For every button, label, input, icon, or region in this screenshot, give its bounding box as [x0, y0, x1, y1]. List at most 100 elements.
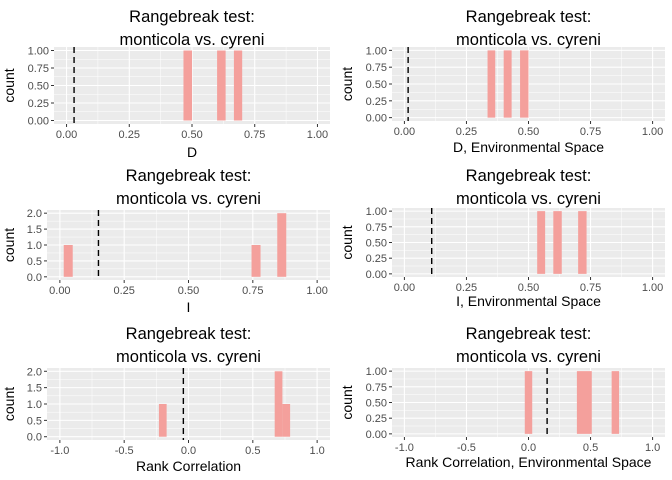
histogram-bar — [578, 211, 587, 274]
y-tick-label: 0.00 — [366, 429, 387, 441]
y-tick-label: 0.25 — [366, 413, 387, 425]
y-axis-label: count — [339, 67, 355, 101]
histogram-bar — [251, 245, 261, 277]
y-tick-label: 0.50 — [366, 398, 387, 410]
x-tick-label: 0.75 — [580, 126, 601, 138]
chart-panel-2: 0.00 0.25 0.50 0.75 1.00 0.00 0.25 0.50 0.75 1.00… — [339, 8, 665, 155]
x-tick-label: -0.5 — [457, 442, 476, 454]
x-tick-label: 0.50 — [518, 282, 539, 294]
y-tick-label: 0.25 — [366, 96, 387, 108]
histogram-bar — [158, 404, 167, 437]
x-tick-label: 1.0 — [645, 442, 660, 454]
chart-title-line-1: Rangebreak test: — [466, 325, 592, 343]
y-tick-label: 0.00 — [366, 113, 387, 125]
x-tick-label: 0.50 — [181, 129, 202, 141]
histogram-bar — [233, 50, 243, 121]
x-tick-label: 1.0 — [309, 445, 324, 457]
chart-panel-6: -1.0 -0.5 0.0 0.5 1.0 0.00 0.25 0.50 0.75 1.00 Ran… — [339, 325, 665, 470]
y-tick-label: 0.50 — [28, 81, 49, 93]
chart-panel-5: -1.0 -0.5 0.0 0.5 1.0 0.0 0.5 1.0 1.5 2.0 Rangebre… — [1, 325, 330, 474]
y-axis-label: count — [339, 385, 355, 419]
y-tick-label: 0.25 — [28, 98, 49, 110]
x-tick-label: 1.00 — [642, 282, 663, 294]
x-tick-label: 0.00 — [394, 282, 415, 294]
y-tick-label: 0.75 — [366, 222, 387, 234]
histogram-bar — [282, 404, 291, 437]
chart-title-line-1: Rangebreak test: — [466, 167, 592, 185]
y-axis-label: count — [1, 68, 17, 102]
y-tick-label: 1.5 — [27, 224, 42, 236]
y-tick-label: 0.50 — [366, 79, 387, 91]
y-tick-label: 0.5 — [27, 415, 42, 427]
chart-panel-4: 0.00 0.25 0.50 0.75 1.00 0.00 0.25 0.50 0.75 1.00… — [339, 167, 665, 309]
histogram-bar — [520, 50, 529, 118]
y-axis-label: count — [1, 387, 17, 421]
y-axis-label: count — [1, 228, 17, 262]
x-axis-label: D — [187, 144, 197, 160]
chart-title-line-2: monticola vs. cyreni — [456, 348, 601, 366]
x-tick-label: 0.75 — [580, 282, 601, 294]
x-tick-label: 1.00 — [306, 285, 327, 297]
x-tick-label: 1.00 — [307, 129, 328, 141]
x-tick-label: 0.25 — [456, 282, 477, 294]
y-tick-label: 0.00 — [366, 269, 387, 281]
y-tick-label: 0.00 — [28, 116, 49, 128]
x-axis-label: I — [187, 299, 191, 315]
x-tick-label: 0.25 — [119, 129, 140, 141]
histogram-bar — [277, 213, 287, 277]
y-tick-label: 1.0 — [27, 399, 42, 411]
x-tick-label: -1.0 — [395, 442, 414, 454]
x-tick-label: 0.00 — [56, 129, 77, 141]
chart-panel-3: 0.00 0.25 0.50 0.75 1.00 0.0 0.5 1.0 1.5 2.0 Range… — [1, 167, 330, 315]
histogram-bar — [487, 50, 496, 118]
x-tick-label: 0.00 — [394, 126, 415, 138]
x-tick-label: 0.0 — [521, 442, 536, 454]
y-tick-label: 0.75 — [366, 62, 387, 74]
x-axis-label: Rank Correlation — [136, 458, 241, 474]
y-tick-label: 0.5 — [27, 256, 42, 268]
y-tick-label: 0.75 — [28, 63, 49, 75]
chart-title-line-2: monticola vs. cyreni — [120, 31, 265, 49]
y-tick-label: 0.25 — [366, 253, 387, 265]
x-tick-label: 0.50 — [518, 126, 539, 138]
y-tick-label: 0.0 — [27, 272, 42, 284]
chart-title-line-1: Rangebreak test: — [126, 325, 252, 343]
x-tick-label: 0.0 — [181, 445, 196, 457]
x-axis-label: Rank Correlation, Environmental Space — [406, 454, 652, 470]
x-tick-label: -0.5 — [115, 445, 134, 457]
x-tick-label: 0.50 — [178, 285, 199, 297]
x-tick-label: 0.75 — [244, 129, 265, 141]
chart-panel-1: 0.00 0.25 0.50 0.75 1.00 0.00 0.25 0.50 0.75 1.00… — [1, 8, 330, 160]
y-tick-label: 1.00 — [366, 206, 387, 218]
chart-title-line-1: Rangebreak test: — [126, 167, 252, 185]
histogram-bar — [274, 371, 283, 437]
histogram-bar — [611, 371, 620, 434]
x-tick-label: 0.25 — [456, 126, 477, 138]
chart-title-line-2: monticola vs. cyreni — [456, 190, 601, 208]
chart-title-line-2: monticola vs. cyreni — [456, 31, 601, 49]
y-tick-label: 2.0 — [27, 208, 42, 220]
chart-title-line-1: Rangebreak test: — [466, 8, 592, 26]
y-tick-label: 0.75 — [366, 382, 387, 394]
y-tick-label: 1.00 — [366, 366, 387, 378]
y-tick-label: 0.50 — [366, 238, 387, 250]
y-tick-label: 1.0 — [27, 240, 42, 252]
y-tick-label: 0.0 — [27, 432, 42, 444]
x-tick-label: 0.75 — [242, 285, 263, 297]
histogram-bar — [537, 211, 546, 274]
x-tick-label: 0.25 — [113, 285, 134, 297]
histogram-bar — [217, 50, 226, 121]
x-tick-label: 0.00 — [49, 285, 70, 297]
y-tick-label: 1.00 — [366, 45, 387, 57]
x-tick-label: 1.00 — [642, 126, 663, 138]
x-axis-label: I, Environmental Space — [456, 293, 601, 309]
chart-title-line-2: monticola vs. cyreni — [116, 348, 261, 366]
x-tick-label: 0.5 — [583, 442, 598, 454]
y-tick-label: 2.0 — [27, 366, 42, 378]
histogram-bar — [63, 245, 73, 277]
histogram-bar — [183, 50, 192, 121]
chart-title-line-2: monticola vs. cyreni — [116, 190, 261, 208]
histogram-bar — [576, 371, 592, 434]
x-tick-label: -1.0 — [50, 445, 69, 457]
